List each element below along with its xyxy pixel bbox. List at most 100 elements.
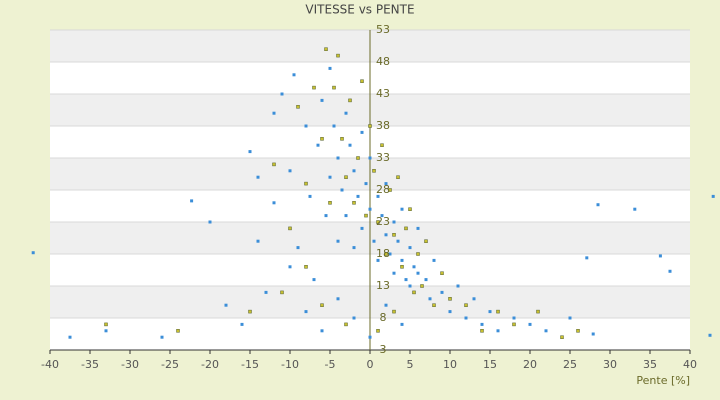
- point: [272, 162, 276, 167]
- point: [576, 329, 580, 333]
- point: [336, 297, 340, 301]
- point: [585, 256, 589, 260]
- point: [480, 329, 484, 333]
- y-tick-label: 18: [376, 247, 390, 260]
- point: [392, 309, 396, 314]
- point: [384, 303, 388, 307]
- point: [320, 329, 324, 333]
- point: [328, 66, 332, 70]
- point: [336, 156, 340, 160]
- point: [480, 322, 484, 326]
- point: [711, 194, 715, 198]
- point: [190, 199, 194, 203]
- point: [372, 169, 376, 173]
- point: [591, 332, 595, 336]
- point: [384, 182, 388, 186]
- x-tick-label: 10: [443, 358, 457, 371]
- point: [596, 203, 600, 207]
- y-tick-label: 33: [376, 151, 390, 164]
- point: [352, 169, 356, 173]
- point: [376, 258, 380, 262]
- point: [356, 156, 360, 160]
- point: [104, 322, 108, 327]
- point: [396, 175, 400, 179]
- point: [412, 265, 416, 269]
- point: [104, 329, 108, 333]
- point: [424, 239, 428, 243]
- plot-area: [50, 29, 690, 351]
- x-axis-title: Pente [%]: [636, 374, 690, 387]
- point: [344, 322, 348, 327]
- point: [224, 303, 228, 307]
- point: [324, 47, 328, 51]
- point: [432, 303, 436, 307]
- point: [400, 258, 404, 262]
- y-tick-label: 8: [380, 311, 387, 324]
- y-tick-label: 53: [376, 23, 390, 36]
- point: [448, 297, 452, 301]
- point: [288, 265, 292, 269]
- x-tick-label: 0: [367, 358, 374, 371]
- point: [304, 181, 308, 186]
- point: [256, 175, 260, 179]
- point: [568, 316, 572, 320]
- point: [512, 316, 516, 320]
- point: [392, 220, 396, 224]
- x-tick-label: -15: [241, 358, 259, 371]
- point: [288, 169, 292, 173]
- y-tick-label: 38: [376, 119, 390, 132]
- x-tick-label: 35: [643, 358, 657, 371]
- point: [440, 290, 444, 294]
- y-tick-label: 28: [376, 183, 390, 196]
- x-tick-label: -20: [201, 358, 219, 371]
- point: [388, 252, 392, 256]
- point: [344, 175, 348, 179]
- point: [496, 309, 500, 314]
- point: [312, 85, 316, 90]
- point: [633, 207, 637, 211]
- point: [308, 194, 312, 198]
- point: [472, 297, 476, 301]
- x-tick-label: -30: [121, 358, 139, 371]
- point: [320, 98, 324, 102]
- point: [248, 309, 252, 314]
- point: [304, 124, 308, 128]
- point: [344, 111, 348, 115]
- point: [272, 201, 276, 205]
- point: [328, 175, 332, 179]
- point: [208, 220, 212, 224]
- point: [288, 226, 292, 231]
- point: [240, 322, 244, 326]
- point: [528, 322, 532, 326]
- point: [392, 271, 396, 275]
- point: [448, 310, 452, 314]
- point: [368, 156, 372, 160]
- point: [708, 333, 712, 337]
- point: [272, 111, 276, 115]
- point: [360, 79, 364, 83]
- point: [384, 233, 388, 237]
- point: [408, 284, 412, 288]
- point: [332, 124, 336, 128]
- x-tick-label: 30: [603, 358, 617, 371]
- y-tick-label: 48: [376, 55, 390, 68]
- x-tick-label: -10: [281, 358, 299, 371]
- point: [456, 284, 460, 288]
- point: [396, 239, 400, 243]
- point: [368, 335, 372, 339]
- point: [428, 297, 432, 301]
- point: [160, 335, 164, 339]
- point: [432, 258, 436, 262]
- point: [380, 214, 384, 218]
- point: [464, 303, 468, 307]
- y-tick-label: 13: [376, 279, 390, 292]
- point: [176, 329, 180, 333]
- point: [404, 226, 408, 231]
- point: [296, 105, 300, 109]
- point: [356, 194, 360, 198]
- point: [416, 271, 420, 275]
- point: [368, 124, 372, 128]
- point: [360, 226, 364, 230]
- point: [348, 143, 352, 147]
